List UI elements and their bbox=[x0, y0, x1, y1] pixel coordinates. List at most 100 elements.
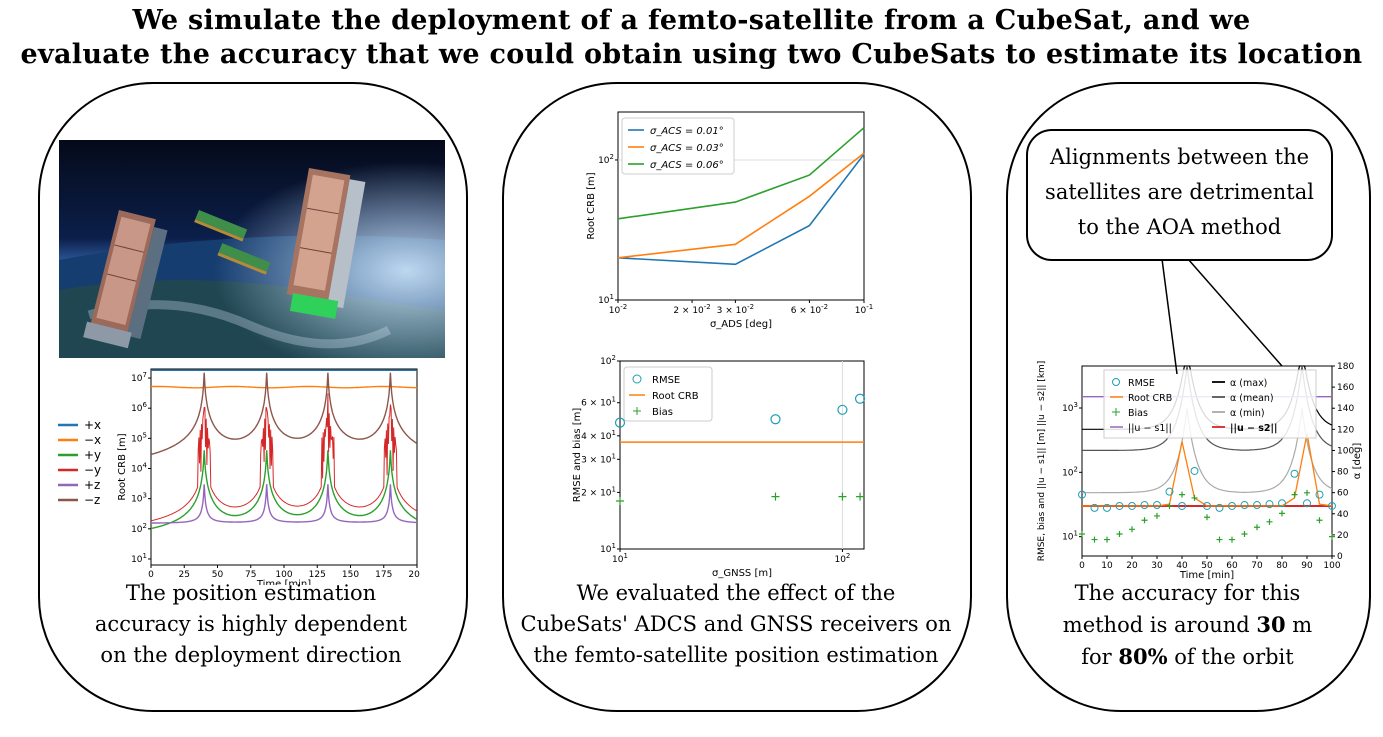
series-line-5 bbox=[150, 372, 418, 456]
bias-point bbox=[1241, 530, 1248, 537]
y-tick-label: 102 bbox=[600, 355, 616, 367]
legend-label: +y bbox=[84, 448, 101, 462]
caption-deployment: The position estimation accuracy is high… bbox=[56, 578, 446, 671]
bias-point bbox=[1316, 517, 1323, 524]
y-tick-label: 105 bbox=[131, 431, 147, 444]
y-axis-label: RMSE, bias and ||u − s1|| [m] ||u − s2||… bbox=[1037, 361, 1047, 562]
x-tick-label: 10 bbox=[1101, 561, 1113, 571]
caption-line: The position estimation bbox=[125, 581, 377, 605]
x-tick-label: 50 bbox=[212, 570, 224, 580]
rmse-point bbox=[837, 404, 848, 415]
rmse-point bbox=[854, 393, 866, 404]
legend-label: +x bbox=[84, 418, 101, 432]
y-tick-label: 102 bbox=[131, 522, 147, 535]
y-tick-label: 2 × 101 bbox=[581, 485, 616, 498]
callout-line-2: satellites are detrimental bbox=[1045, 180, 1314, 204]
rmse-point bbox=[1115, 501, 1124, 510]
y-tick-label: 103 bbox=[1062, 401, 1078, 414]
rmse-point bbox=[1303, 499, 1311, 508]
legend-label: −x bbox=[84, 433, 101, 447]
y-tick-label: 107 bbox=[131, 371, 147, 384]
legend-label: +z bbox=[84, 478, 100, 492]
legend-label: α (min) bbox=[1230, 408, 1265, 419]
bias-point bbox=[1166, 502, 1173, 509]
y2-tick-label: 120 bbox=[1337, 425, 1354, 435]
rmse-point bbox=[1215, 503, 1224, 512]
caption-text: method is around bbox=[1062, 613, 1257, 637]
caption-orbit-percent: 80% bbox=[1118, 644, 1168, 669]
y-tick-label: 106 bbox=[131, 401, 147, 414]
series-line-1 bbox=[151, 385, 418, 389]
callout-line-1: Alignments between the bbox=[1049, 145, 1310, 169]
caption-line: the femto-satellite position estimation bbox=[533, 643, 939, 667]
bias-point bbox=[1266, 518, 1273, 525]
callout-line-3: to the AOA method bbox=[1077, 215, 1282, 239]
legend-label: Bias bbox=[1128, 408, 1148, 419]
legend-label: −y bbox=[84, 463, 101, 477]
bias-point bbox=[856, 492, 865, 501]
rmse-point bbox=[614, 417, 626, 428]
legend-swatch bbox=[1112, 378, 1120, 386]
caption-line: We evaluated the effect of the bbox=[576, 581, 896, 605]
alignment-callout: Alignments between the satellites are de… bbox=[1026, 129, 1333, 261]
x-tick-label: 0 bbox=[1079, 561, 1085, 571]
x-tick-label: 50 bbox=[1201, 561, 1213, 571]
rmse-point bbox=[1078, 490, 1086, 499]
bias-point bbox=[771, 492, 780, 501]
x-tick-label: 10-2 bbox=[609, 303, 627, 316]
x-tick-label: 75 bbox=[245, 570, 256, 580]
y-axis-label: RMSE and bias [m] bbox=[572, 408, 583, 503]
chart-root-crb-vs-time: 0 25 50 75 100 125 150 175 200 101 102 103 104 105 106… bbox=[58, 368, 420, 585]
bias-point bbox=[1116, 530, 1123, 537]
x-tick-label: 200 bbox=[408, 570, 420, 580]
caption-aoa-accuracy: The accuracy for this method is around 3… bbox=[1010, 578, 1365, 673]
alpha-line-2 bbox=[1082, 408, 1333, 494]
bias-point bbox=[1091, 536, 1098, 543]
bias-point bbox=[1154, 512, 1160, 519]
caption-line: CubeSats' ADCS and GNSS receivers on bbox=[520, 612, 952, 636]
x-axis-label: σ_ADS [deg] bbox=[710, 319, 772, 330]
bias-point bbox=[838, 492, 847, 501]
bias-point bbox=[616, 497, 624, 506]
legend-label: −z bbox=[84, 493, 100, 507]
caption-line: for 80% of the orbit bbox=[1010, 641, 1365, 673]
bias-point bbox=[1204, 514, 1210, 521]
rmse-point bbox=[1278, 499, 1286, 508]
series-line-1 bbox=[617, 152, 865, 259]
bias-point bbox=[1129, 526, 1135, 533]
y-tick-label: 101 bbox=[1062, 530, 1078, 543]
caption-text: of the orbit bbox=[1167, 645, 1294, 669]
chart-root-crb-vs-sigma-ads: 10-2 2 × 10-2 3 × 10-2 6 × 10-2 10-1 101 102 σ_… bbox=[586, 111, 873, 330]
x-tick-label: 101 bbox=[612, 552, 628, 565]
legend-swatch bbox=[632, 374, 642, 384]
y-tick-label: 101 bbox=[600, 542, 616, 555]
legend-swatch bbox=[1112, 408, 1120, 416]
y2-tick-label: 100 bbox=[1337, 446, 1354, 456]
y-axis-label: Root CRB [m] bbox=[117, 433, 128, 500]
y2-tick-label: 140 bbox=[1337, 404, 1354, 414]
rmse-point bbox=[1165, 487, 1174, 496]
bias-point bbox=[1079, 530, 1085, 537]
bias-point bbox=[1104, 536, 1110, 543]
x-axis-label: σ_GNSS [m] bbox=[712, 568, 772, 579]
x-tick-label: 100 bbox=[275, 570, 292, 580]
bias-point bbox=[1291, 491, 1298, 498]
rmse-point bbox=[1265, 500, 1274, 509]
y-tick-label: 102 bbox=[1062, 465, 1078, 478]
legend-label: Root CRB bbox=[652, 391, 699, 402]
rmse-point bbox=[1240, 501, 1249, 510]
rmse-point bbox=[1228, 501, 1236, 510]
legend-label: σ_ACS = 0.01° bbox=[650, 126, 724, 137]
y2-axis-label: α [deg] bbox=[1352, 443, 1362, 480]
caption-line: accuracy is highly dependent bbox=[94, 612, 408, 636]
caption-accuracy-value: 30 bbox=[1256, 612, 1286, 637]
y-tick-label: 104 bbox=[131, 462, 147, 475]
y-tick-label: 4 × 101 bbox=[581, 429, 616, 442]
bias-point bbox=[1329, 533, 1335, 540]
legend-label: Bias bbox=[652, 407, 673, 418]
series-line-2 bbox=[617, 127, 865, 220]
series-root-crb bbox=[1082, 433, 1333, 507]
y-axis-label: Root CRB [m] bbox=[586, 172, 597, 239]
bias-point bbox=[1191, 494, 1198, 501]
legend-swatch bbox=[633, 407, 641, 415]
